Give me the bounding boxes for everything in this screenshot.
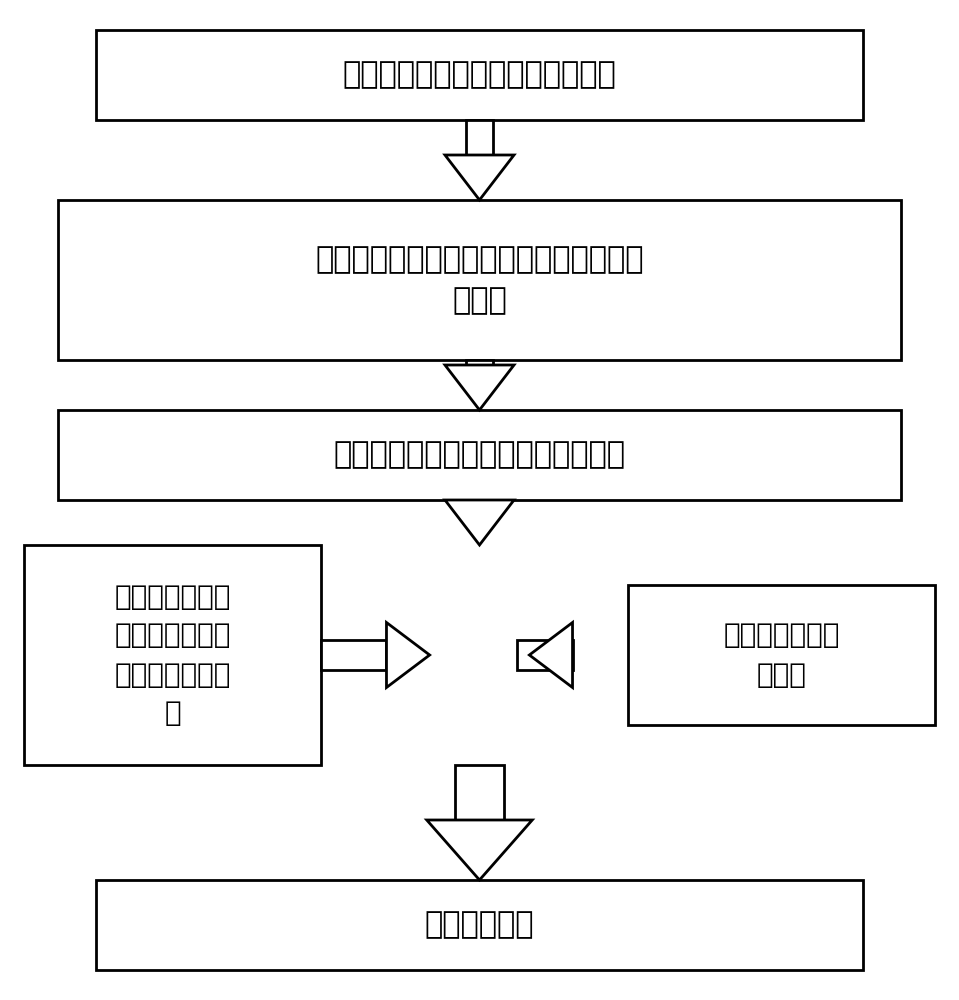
Polygon shape	[427, 820, 532, 880]
Text: 评估阻燃性能: 评估阻燃性能	[425, 910, 534, 940]
Bar	[58, 410, 901, 500]
Polygon shape	[445, 365, 514, 410]
Bar	[58, 200, 901, 360]
Polygon shape	[529, 622, 573, 688]
Polygon shape	[386, 622, 430, 688]
Bar	[96, 30, 863, 120]
Bar	[466, 120, 493, 155]
Bar	[96, 880, 863, 970]
Text: 用所述用量的气体燃料燃烧阻燃材料: 用所述用量的气体燃料燃烧阻燃材料	[334, 440, 625, 470]
Polygon shape	[445, 155, 514, 200]
Bar	[517, 640, 573, 670]
Text: 建立阻燃材料评
价方程: 建立阻燃材料评 价方程	[723, 621, 840, 688]
Bar	[466, 360, 493, 365]
Text: 确定二次电池热失控后产生的热量: 确定二次电池热失控后产生的热量	[342, 60, 617, 90]
Bar	[321, 640, 386, 670]
Bar	[628, 585, 935, 725]
Text: 燃烧气体，确定产生所述热量时所需的气
体用量: 燃烧气体，确定产生所述热量时所需的气 体用量	[316, 245, 643, 315]
Bar	[24, 545, 321, 765]
Polygon shape	[445, 500, 514, 545]
Text: 确定阻燃效果参
数、阻燃厚度参
数、阻燃质量参
数: 确定阻燃效果参 数、阻燃厚度参 数、阻燃质量参 数	[114, 582, 231, 728]
Bar	[455, 765, 504, 820]
